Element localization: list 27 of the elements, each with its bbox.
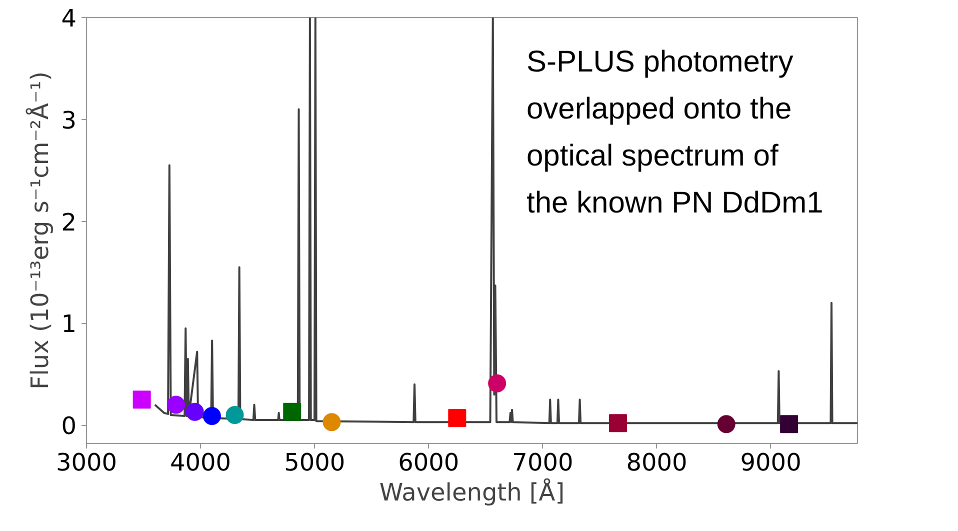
point bbox=[202, 407, 221, 425]
point bbox=[283, 402, 302, 421]
x-tick-label: 5000 bbox=[284, 448, 346, 476]
x-tick-label: 3000 bbox=[56, 448, 118, 476]
point bbox=[186, 402, 204, 421]
point bbox=[226, 406, 244, 424]
annotation: S-PLUS photometry overlapped onto the optical spectrum of the known PN DdDm1 bbox=[526, 46, 824, 220]
y-tick-label: 2 bbox=[61, 208, 77, 236]
point bbox=[608, 414, 627, 432]
x-tick-label: 7000 bbox=[512, 448, 574, 476]
x-axis-title: Wavelength [Å] bbox=[379, 478, 565, 506]
y-tick-label: 4 bbox=[61, 4, 77, 32]
point bbox=[167, 396, 186, 414]
point bbox=[448, 409, 466, 428]
y-tick-label: 3 bbox=[61, 106, 77, 134]
y-axis-title: Flux (10⁻¹³erg s⁻¹cm⁻²Å⁻¹) bbox=[25, 71, 54, 390]
x-tick-label: 9000 bbox=[740, 448, 802, 476]
x-tick-label: 4000 bbox=[170, 448, 232, 476]
y-tick-label: 1 bbox=[61, 310, 77, 338]
point bbox=[132, 390, 151, 409]
point bbox=[322, 413, 341, 432]
point bbox=[780, 415, 798, 434]
point bbox=[488, 374, 506, 392]
y-tick-label: 0 bbox=[61, 412, 77, 440]
point bbox=[717, 415, 736, 434]
x-tick-label: 6000 bbox=[398, 448, 460, 476]
x-tick-label: 8000 bbox=[626, 448, 688, 476]
